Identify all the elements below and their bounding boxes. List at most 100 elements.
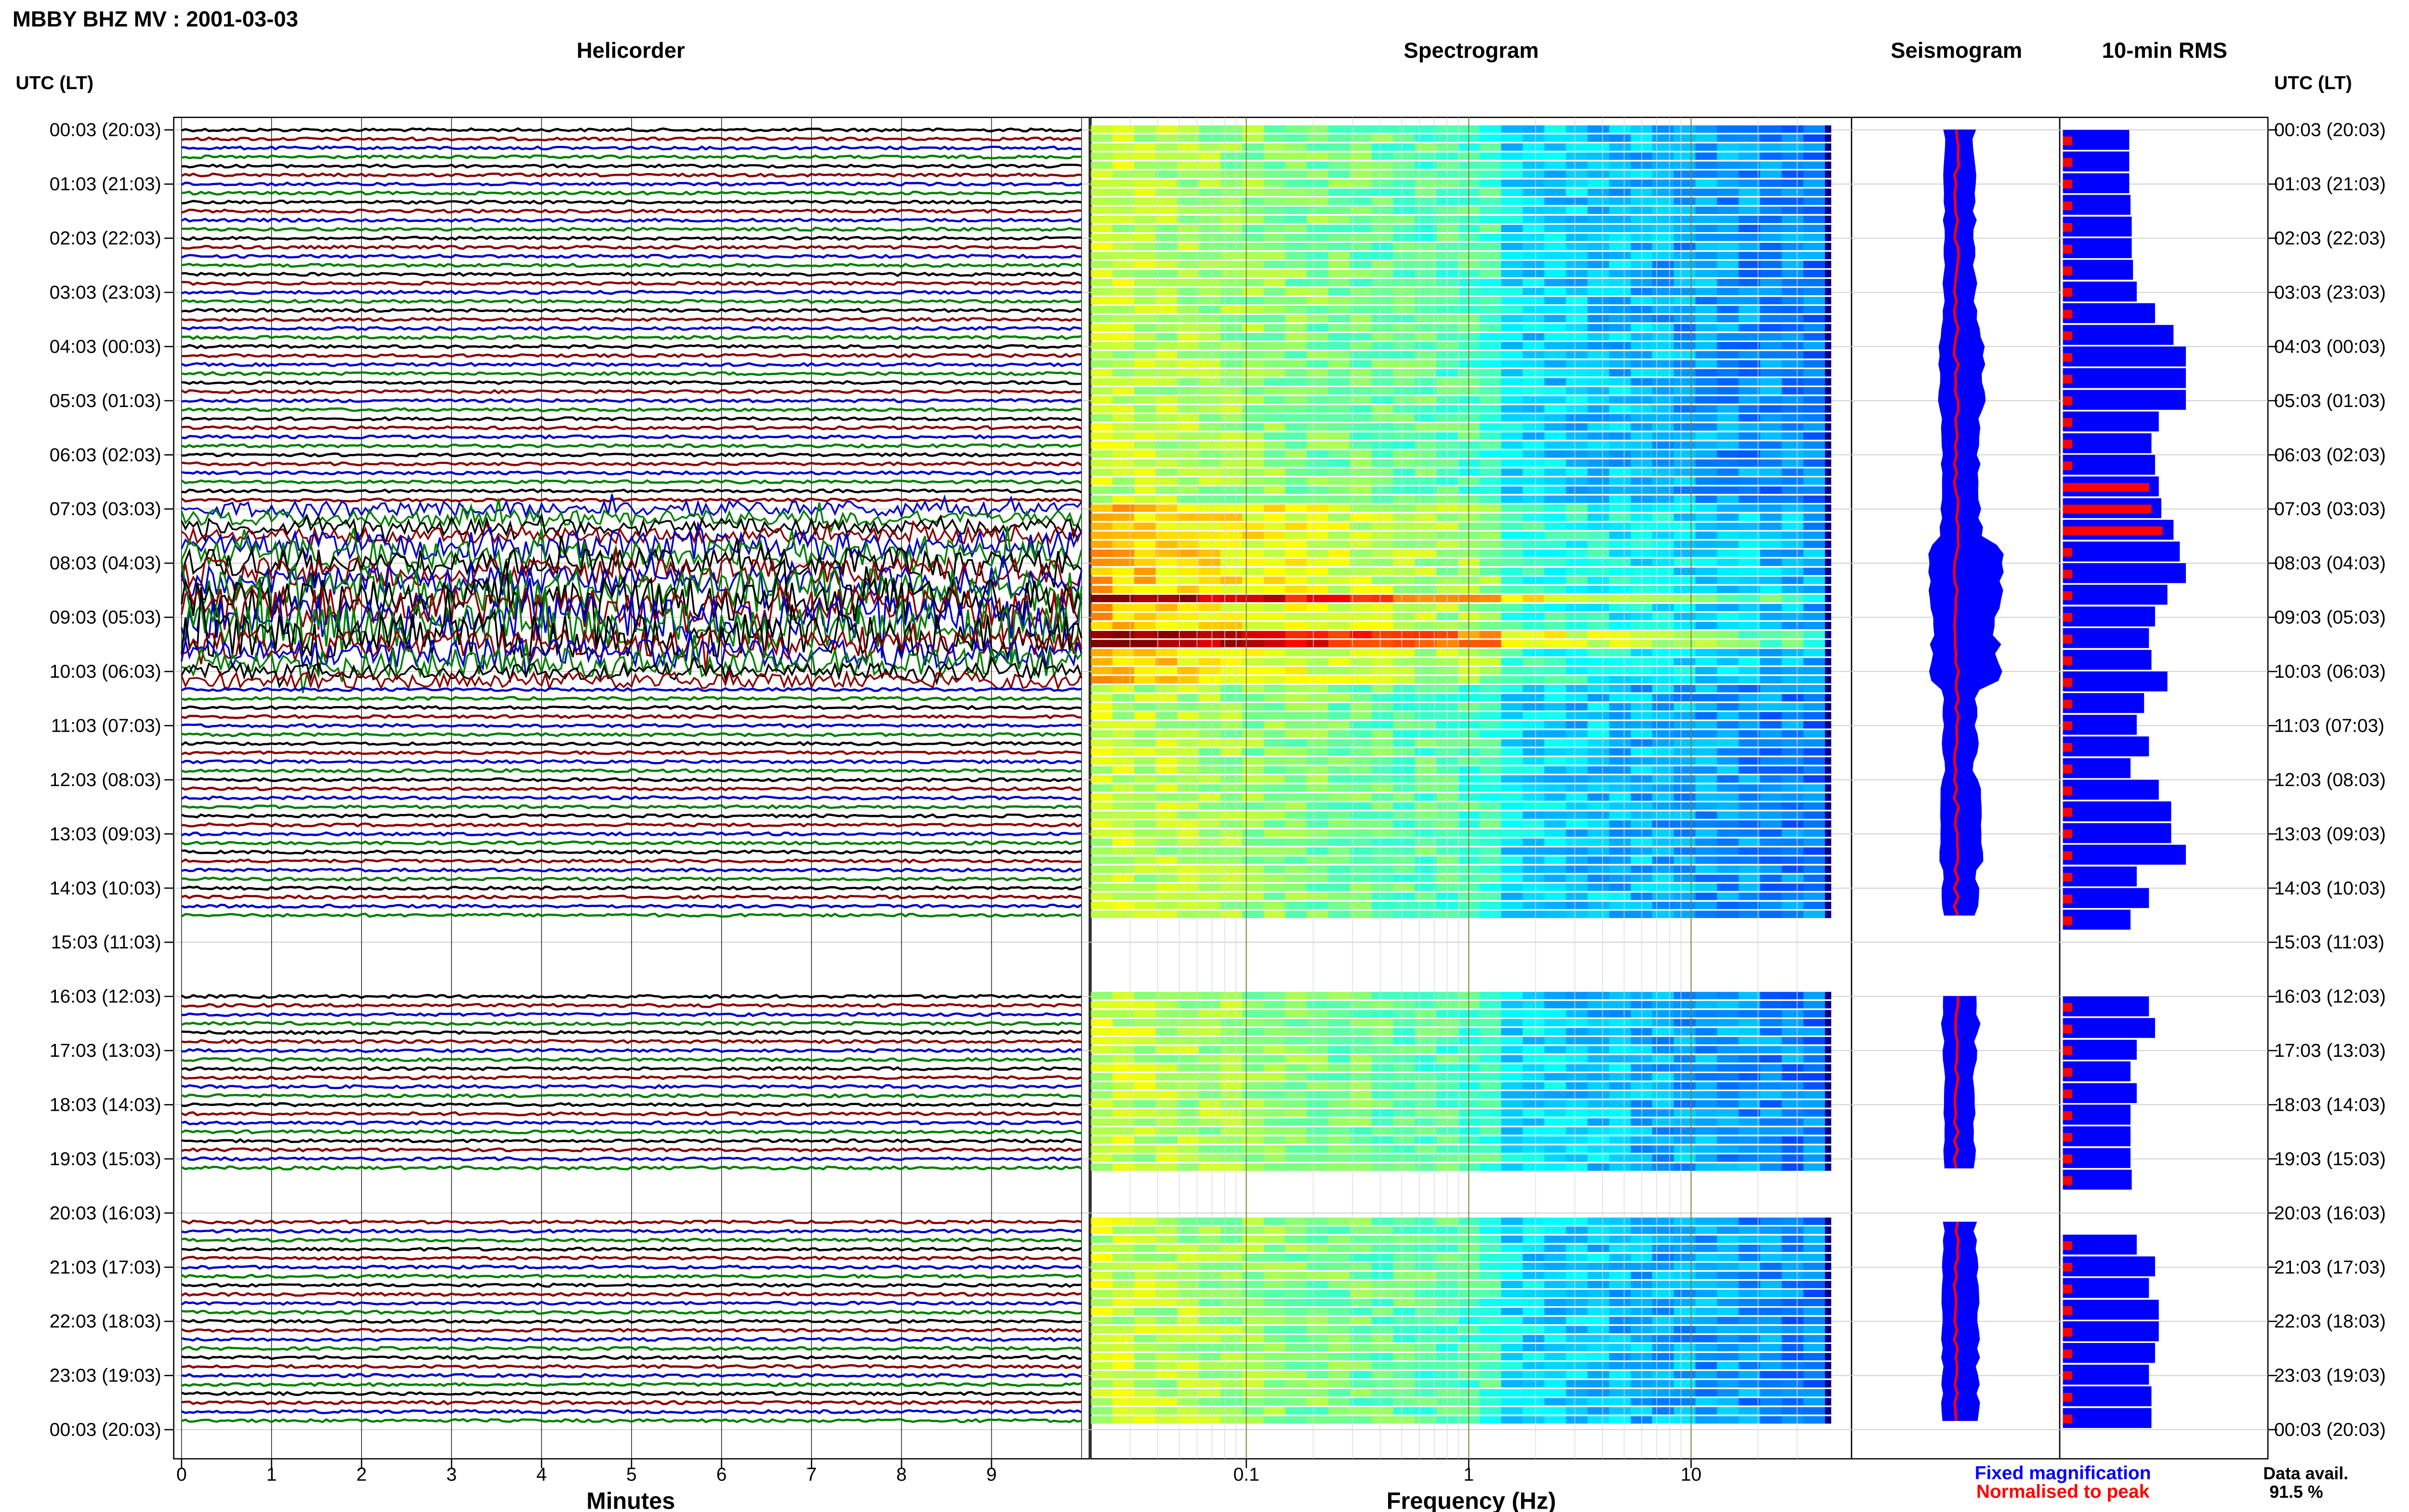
spectrogram-cell — [1609, 504, 1632, 512]
spectrogram-cell — [1393, 523, 1416, 530]
spectrogram-cell — [1307, 1316, 1329, 1325]
spectrogram-cell — [1242, 1335, 1265, 1342]
spectrogram-cell — [1782, 468, 1804, 476]
spectrogram-cell — [1242, 613, 1265, 620]
spectrogram-cell — [1652, 432, 1675, 440]
spectrogram-cell — [1307, 396, 1329, 404]
spectrogram-cell — [1155, 215, 1178, 224]
spectrogram-cell — [1199, 342, 1222, 350]
spectrogram-cell — [1544, 1307, 1567, 1315]
spectrogram-cell — [1587, 1281, 1610, 1288]
spectrogram-cell — [1501, 893, 1524, 900]
spectrogram-cell — [1415, 631, 1438, 639]
spectrogram-cell — [1415, 369, 1438, 377]
spectrogram-cell — [1285, 523, 1308, 530]
spectrogram-cell — [1285, 1344, 1308, 1352]
spectrogram-cell — [1415, 1353, 1438, 1361]
spectrogram-cell — [1652, 188, 1675, 196]
spectrogram-cell — [1263, 1244, 1286, 1252]
spectrogram-cell — [1738, 829, 1761, 837]
spectrogram-cell — [1695, 1091, 1718, 1099]
spectrogram-cell — [1652, 414, 1675, 422]
spectrogram-cell — [1307, 360, 1329, 368]
spectrogram-cell — [1522, 450, 1546, 458]
spectrogram-cell — [1479, 730, 1502, 738]
spectrogram-cell — [1328, 360, 1351, 368]
spectrogram-cell — [1134, 1064, 1157, 1072]
spectrogram-cell — [1112, 1289, 1135, 1297]
time-label-left: 03:03 (23:03) — [50, 282, 161, 303]
spectrogram-cell — [1673, 1082, 1696, 1090]
spectrogram-cell — [1587, 594, 1610, 603]
spectrogram-edge — [1825, 1407, 1831, 1415]
spectrogram-cell — [1091, 297, 1114, 304]
spectrogram-cell — [1307, 613, 1329, 620]
spectrogram-cell — [1522, 558, 1546, 566]
spectrogram-cell — [1242, 1344, 1265, 1352]
spectrogram-cell — [1112, 288, 1135, 295]
spectrogram-cell — [1782, 856, 1804, 864]
spectrogram-cell — [1199, 324, 1222, 332]
spectrogram-cell — [1652, 1262, 1675, 1270]
spectrogram-cell — [1522, 261, 1546, 268]
spectrogram-cell — [1717, 793, 1740, 801]
spectrogram-cell — [1803, 333, 1826, 341]
spectrogram-cell — [1501, 1127, 1524, 1135]
spectrogram-cell — [1609, 333, 1632, 341]
spectrogram-cell — [1652, 1389, 1675, 1397]
spectrogram-cell — [1479, 856, 1502, 864]
spectrogram-cell — [1479, 450, 1502, 458]
spectrogram-cell — [1544, 206, 1567, 214]
spectrogram-cell — [1263, 351, 1286, 359]
spectrogram-cell — [1091, 811, 1114, 819]
spectrogram-cell — [1803, 1353, 1826, 1361]
spectrogram-cell — [1738, 1073, 1761, 1081]
spectrogram-cell — [1393, 1307, 1416, 1315]
spectrogram-cell — [1112, 477, 1135, 485]
spectrogram-cell — [1371, 613, 1394, 620]
spectrogram-cell — [1307, 251, 1329, 260]
helicorder-trace — [181, 519, 1083, 552]
spectrogram-cell — [1134, 1416, 1157, 1424]
spectrogram-cell — [1415, 342, 1438, 350]
spectrogram-cell — [1609, 649, 1632, 657]
spectrogram-cell — [1673, 1145, 1696, 1153]
spectrogram-cell — [1134, 838, 1157, 846]
spectrogram-cell — [1479, 585, 1502, 593]
spectrogram-cell — [1803, 315, 1826, 323]
spectrogram-cell — [1544, 459, 1567, 467]
spectrogram-cell — [1544, 305, 1567, 314]
spectrogram-cell — [1220, 910, 1243, 918]
spectrogram-cell — [1199, 495, 1222, 503]
spectrogram-cell — [1587, 622, 1610, 630]
spectrogram-cell — [1091, 459, 1114, 467]
spectrogram-cell — [1112, 188, 1135, 196]
spectrogram-cell — [1436, 1371, 1459, 1379]
helicorder-trace — [181, 145, 1082, 151]
spectrogram-cell — [1371, 766, 1394, 774]
spectrogram-cell — [1717, 577, 1740, 584]
spectrogram-cell — [1587, 1145, 1610, 1153]
helicorder-trace — [181, 416, 1082, 421]
spectrogram-cell — [1220, 549, 1243, 557]
spectrogram-cell — [1803, 270, 1826, 277]
spectrogram-edge — [1825, 1001, 1831, 1009]
spectrogram-cell — [1263, 1055, 1286, 1063]
spectrogram-cell — [1263, 468, 1286, 476]
spectrogram-cell — [1501, 143, 1524, 151]
rms-normalised-bar — [2063, 1003, 2073, 1012]
spectrogram-cell — [1738, 793, 1761, 801]
spectrogram-cell — [1285, 423, 1308, 431]
time-labels: 00:03 (20:03) 00:03 (20:03)01:03 (21:03) 0… — [50, 120, 2386, 1440]
spectrogram-cell — [1544, 1217, 1567, 1225]
spectrogram-cell — [1371, 1010, 1394, 1018]
spectrogram-cell — [1782, 143, 1804, 151]
spectrogram-cell — [1717, 1064, 1740, 1072]
spectrogram-cell — [1436, 730, 1459, 738]
spectrogram-cell — [1522, 667, 1546, 674]
spectrogram-cell — [1609, 865, 1632, 873]
spectrogram-cell — [1263, 1389, 1286, 1397]
spectrogram-cell — [1782, 396, 1804, 404]
spectrogram-cell — [1091, 585, 1114, 593]
spectrogram-cell — [1371, 910, 1394, 918]
